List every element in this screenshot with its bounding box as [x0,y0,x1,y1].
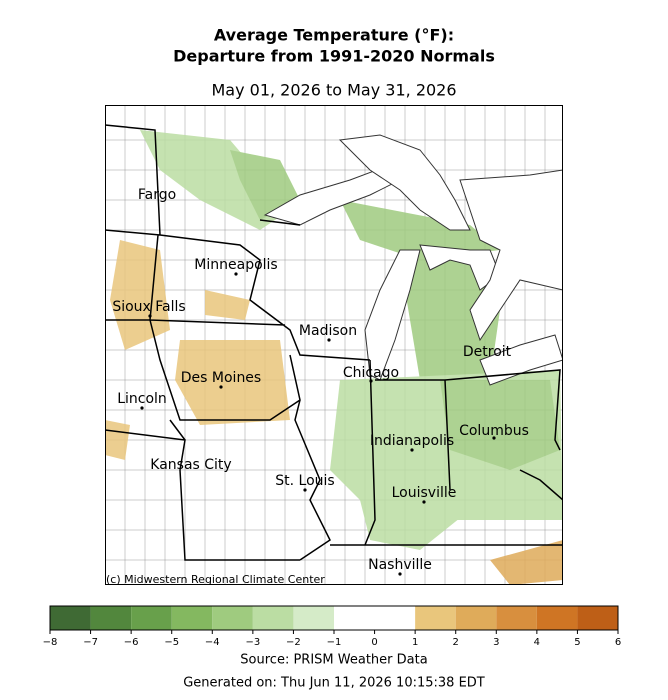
colorbar-tick-label: 2 [453,637,459,648]
city-label: Detroit [463,344,512,360]
generated: Generated on: Thu Jun 11, 2026 10:15:38 … [183,676,485,691]
colorbar-tick-label: 3 [493,637,499,648]
state-borders [105,124,563,561]
city-label: Nashville [368,557,432,573]
city-label: Columbus [459,423,529,439]
colorbar-bin [293,606,334,630]
subtitle: May 01, 2026 to May 31, 2026 [211,81,456,100]
map: Fargo Minneapolis Sioux Falls Madison De… [105,105,563,586]
colorbar-tick-label: 0 [371,637,377,648]
colorbar-bin [455,606,497,630]
colorbar-tick-label: −5 [164,637,179,648]
city-dots [140,272,496,576]
colorbar-bin [415,606,456,630]
colorbar-tick-label: −4 [205,637,220,648]
colorbar-bin [496,606,537,630]
colorbar-tick-label: 4 [534,637,540,648]
colorbar-bin [577,606,618,630]
city-label: Fargo [138,187,176,203]
title-line: Average Temperature (°F): [214,26,454,45]
city-label: Louisville [392,485,457,501]
credit: (c) Midwestern Regional Climate Center [106,573,325,586]
title-line: Departure from 1991-2020 Normals [173,47,495,66]
lakes [263,134,563,386]
colorbar-tick-label: −7 [83,637,98,648]
city-label: St. Louis [275,473,334,489]
colorbar-bin [131,606,172,630]
colorbar-bin [212,606,253,630]
colorbar-bin [171,606,213,630]
city-label: Minneapolis [194,257,277,273]
map-frame [105,105,563,585]
colorbar-bin [50,606,91,630]
city-label: Sioux Falls [112,299,185,315]
colorbar-tick-label: −8 [43,637,58,648]
colorbar-bin [374,606,416,630]
anomaly-shading [105,130,563,585]
colorbar-tick-label: 5 [574,637,580,648]
city-label: Madison [299,323,357,339]
colorbar-bin [536,606,578,630]
city-label: Indianapolis [370,433,454,449]
city-label: Lincoln [117,391,167,407]
colorbar-bin [334,606,375,630]
colorbar-tick-label: −3 [245,637,260,648]
colorbar-tick-label: 1 [412,637,418,648]
colorbar-tick-label: −1 [327,637,342,648]
colorbar-bin [252,606,294,630]
colorbar-tick-label: −2 [286,637,301,648]
city-label: Kansas City [150,457,231,473]
city-label: Chicago [343,365,399,381]
source: Source: PRISM Weather Data [240,653,427,668]
colorbar-bin [90,606,132,630]
colorbar-tick-label: −6 [124,637,139,648]
colorbar: −8 −7 −6 −5 −4 −3 −2 −1 0 1 2 3 4 5 6 [43,605,621,648]
city-label: Des Moines [181,370,261,386]
colorbar-tick-label: 6 [615,637,621,648]
